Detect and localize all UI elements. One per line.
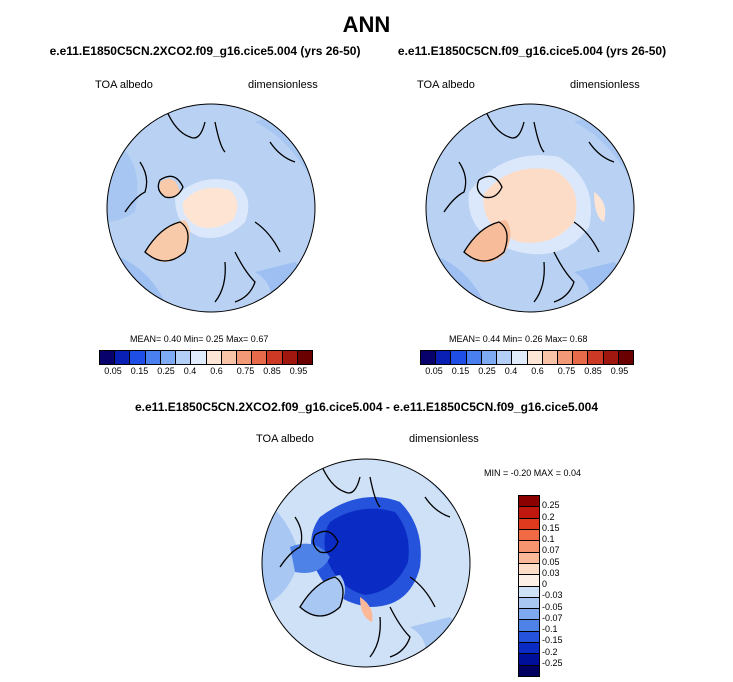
diff-colorbar-tick-label: -0.07 <box>542 612 563 623</box>
panel-2-colorbar-tick-label: 0.6 <box>531 366 544 376</box>
diff-colorbar-swatch <box>519 665 539 676</box>
diff-colorbar-ticks: 0.25 0.2 0.15 0.1 0.07 0.05 0.03 0 -0.03 -0.05 -0.… <box>542 495 582 675</box>
diff-colorbar-tick-label: -0.2 <box>542 646 558 657</box>
diff-colorbar-swatch <box>519 496 539 508</box>
panel-1-polar-map <box>106 103 316 313</box>
diff-colorbar-swatch <box>519 597 539 610</box>
panel-1-colorbar-swatch <box>100 351 116 364</box>
diff-colorbar-tick-label: 0.03 <box>542 567 560 578</box>
panel-1-colorbar-swatch <box>191 351 207 364</box>
diff-colorbar-swatch <box>519 609 539 621</box>
panel-2-colorbar-swatch <box>481 351 498 364</box>
panel-2-polar-map <box>425 103 635 313</box>
diff-colorbar-swatch <box>519 518 539 530</box>
diff-colorbar-swatch <box>519 654 539 666</box>
panel-2-colorbar-swatch <box>451 351 467 364</box>
diff-colorbar-swatch <box>519 631 539 644</box>
panel-1-colorbar-swatch <box>297 351 313 364</box>
diff-colorbar-swatch <box>519 541 539 553</box>
panel-1-colorbar-tick-label: 0.4 <box>183 366 197 376</box>
panel-1-variable-label: TOA albedo <box>95 79 153 91</box>
panel-2-units-label: dimensionless <box>570 79 640 91</box>
panel-2-colorbar-tick-label: 0.4 <box>504 366 518 376</box>
panel-2-colorbar-tick-label: 0.15 <box>451 366 470 376</box>
diff-units-label: dimensionless <box>409 433 479 445</box>
panel-2-colorbar-swatch <box>573 351 589 364</box>
diff-colorbar-tick-label: 0.1 <box>542 534 555 544</box>
diff-polar-map <box>261 458 471 668</box>
panel-2-colorbar-ticks: 0.05 0.15 0.25 0.4 0.6 0.75 0.85 0.95 <box>420 366 632 378</box>
diff-stats: MIN = -0.20 MAX = 0.04 <box>484 468 582 478</box>
panel-1-colorbar-swatch <box>236 351 253 364</box>
panel-2-colorbar-tick-label: 0.75 <box>557 366 576 376</box>
diff-colorbar-swatch <box>519 529 539 542</box>
panel-1-units-label: dimensionless <box>248 79 318 91</box>
panel-1-colorbar-ticks: 0.05 0.15 0.25 0.4 0.6 0.75 0.85 0.95 <box>99 366 311 378</box>
panel-1-colorbar-swatch <box>130 351 146 364</box>
diff-colorbar-tick-label: 0.05 <box>542 556 560 567</box>
panel-2-colorbar-tick-label: 0.05 <box>425 366 443 376</box>
diff-colorbar-tick-label: -0.03 <box>542 590 563 601</box>
panel-2-colorbar-tick-label: 0.85 <box>584 366 602 376</box>
panel-1-colorbar-swatch <box>221 351 237 364</box>
panel-1-colorbar <box>99 350 313 365</box>
panel-1-colorbar-tick-label: 0.05 <box>104 366 122 376</box>
panel-2-colorbar-swatch <box>512 351 528 364</box>
panel-2-colorbar-swatch <box>618 351 634 364</box>
panel-1-colorbar-swatch <box>115 351 131 364</box>
panel-1-colorbar-tick-label: 0.6 <box>210 366 223 376</box>
diff-colorbar-swatch <box>519 552 539 564</box>
diff-colorbar-swatch <box>519 575 539 587</box>
panel-1-colorbar-tick-label: 0.85 <box>263 366 281 376</box>
panel-1-colorbar-swatch <box>160 351 177 364</box>
panel-1-colorbar-swatch <box>252 351 268 364</box>
panel-2-colorbar-swatch <box>542 351 558 364</box>
panel-1-colorbar-tick-label: 0.95 <box>289 366 308 376</box>
diff-colorbar-tick-label: -0.1 <box>542 624 558 634</box>
panel-2-colorbar-tick-label: 0.95 <box>610 366 629 376</box>
diff-colorbar-swatch <box>519 586 539 598</box>
diff-colorbar-tick-label: 0.25 <box>542 500 560 511</box>
main-title: ANN <box>342 12 391 37</box>
diff-colorbar <box>518 495 540 677</box>
panel-2-colorbar-swatch <box>421 351 437 364</box>
diff-colorbar-swatch <box>519 643 539 655</box>
panel-1-colorbar-tick-label: 0.15 <box>130 366 149 376</box>
panel-1-colorbar-swatch <box>282 351 298 364</box>
diff-variable-label: TOA albedo <box>256 433 314 445</box>
panel-1-colorbar-swatch <box>206 351 222 364</box>
panel-2-colorbar-swatch <box>497 351 513 364</box>
panel-2-colorbar-swatch <box>466 351 482 364</box>
panel-2-colorbar-swatch <box>557 351 574 364</box>
panel-2-colorbar-swatch <box>588 351 604 364</box>
panel-1-run-title: e.e11.E1850C5CN.2XCO2.f09_g16.cice5.004 … <box>49 44 361 58</box>
panel-1-stats: MEAN= 0.40 Min= 0.25 Max= 0.67 <box>130 334 269 344</box>
panel-2-run-title: e.e11.E1850C5CN.f09_g16.cice5.004 (yrs 2… <box>397 44 667 58</box>
diff-colorbar-tick-label: 0 <box>542 579 548 589</box>
diff-colorbar-tick-label: 0.15 <box>542 522 560 533</box>
panel-2-stats: MEAN= 0.44 Min= 0.26 Max= 0.68 <box>449 334 588 344</box>
panel-2-colorbar-tick-label: 0.25 <box>478 366 496 376</box>
panel-1-colorbar-swatch <box>145 351 161 364</box>
panel-2-colorbar-swatch <box>603 351 619 364</box>
diff-colorbar-swatch <box>519 507 539 519</box>
diff-colorbar-tick-label: 0.07 <box>542 545 560 556</box>
diff-colorbar-swatch <box>519 620 539 632</box>
panel-2-colorbar <box>420 350 634 365</box>
panel-1-colorbar-tick-label: 0.25 <box>157 366 175 376</box>
diff-title: e.e11.E1850C5CN.2XCO2.f09_g16.cice5.004 … <box>135 400 598 414</box>
diff-colorbar-tick-label: -0.05 <box>542 601 563 612</box>
diff-colorbar-tick-label: -0.25 <box>542 657 563 668</box>
panel-2-colorbar-swatch <box>436 351 452 364</box>
panel-1-colorbar-tick-label: 0.75 <box>236 366 255 376</box>
diff-colorbar-tick-label: -0.15 <box>542 635 563 646</box>
diff-colorbar-swatch <box>519 563 539 576</box>
panel-2-variable-label: TOA albedo <box>417 79 475 91</box>
panel-1-colorbar-swatch <box>176 351 192 364</box>
panel-2-colorbar-swatch <box>527 351 543 364</box>
diff-colorbar-tick-label: 0.2 <box>542 511 555 522</box>
panel-1-colorbar-swatch <box>267 351 283 364</box>
